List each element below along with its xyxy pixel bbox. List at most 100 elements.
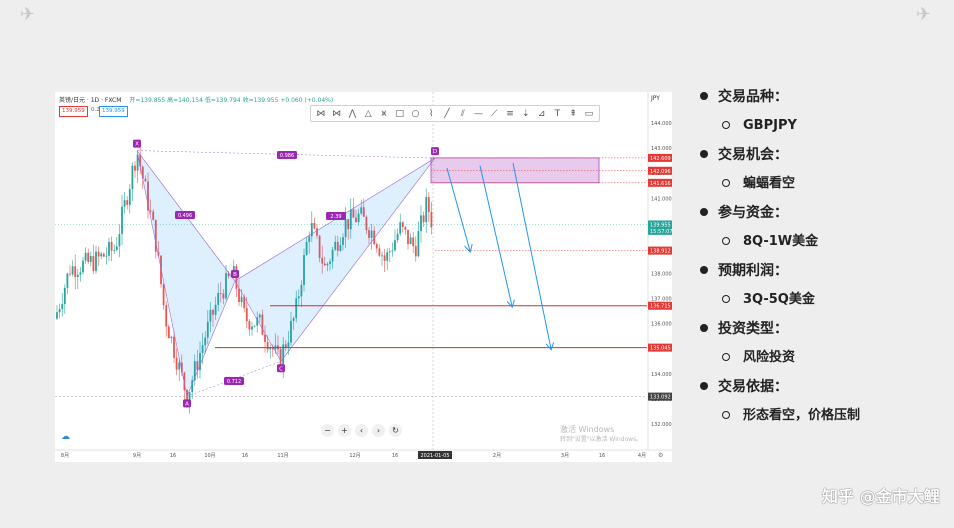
candle-body xyxy=(199,352,201,371)
long-position-icon[interactable]: ⇞ xyxy=(569,108,577,119)
text-icon[interactable]: T xyxy=(554,108,561,119)
time-axis-tick: 16 xyxy=(242,453,248,459)
candle-body xyxy=(355,217,357,223)
candle-body xyxy=(331,249,334,262)
ask-price-box[interactable]: 139.959 xyxy=(99,106,128,117)
chart-header: 英镑/日元 · 1D · FXCM 开=139.855 高=140.154 低=… xyxy=(59,95,333,104)
candle-body xyxy=(126,200,129,205)
candle-body xyxy=(167,326,170,339)
trendline-icon[interactable]: ╱ xyxy=(444,108,450,119)
candlestick-chart[interactable]: 144.000143.000142.000141.000140.000139.0… xyxy=(55,92,672,462)
candle-body xyxy=(162,284,165,306)
candle-body xyxy=(308,236,311,242)
zoom-out-button[interactable]: − xyxy=(321,424,334,437)
pattern-point-badge xyxy=(231,270,239,279)
candle-body xyxy=(206,321,209,338)
rectangle-icon[interactable]: □ xyxy=(395,108,404,119)
summary-title-text: 交易机会： xyxy=(718,147,788,163)
candle-body xyxy=(248,321,251,330)
candle-body xyxy=(404,226,407,230)
price-tag-label: 133.092 xyxy=(650,395,671,401)
reset-chart-button[interactable]: ↻ xyxy=(389,424,402,437)
triangle-pattern-icon[interactable]: △ xyxy=(364,108,372,119)
price-axis-tick: 138.000 xyxy=(651,272,672,278)
ellipse-icon[interactable]: ○ xyxy=(411,108,420,119)
candle-body xyxy=(321,258,324,264)
candle-body xyxy=(212,309,214,315)
bullet-dot-icon xyxy=(700,150,708,158)
candle-body xyxy=(225,273,227,299)
candle-body xyxy=(310,223,313,237)
summary-item-value: GBPJPY xyxy=(722,116,948,135)
time-axis-tick: 2月 xyxy=(493,453,501,459)
candle-body xyxy=(305,241,308,255)
candle-body xyxy=(58,309,61,313)
time-axis-tick: 16 xyxy=(599,453,605,459)
price-tag-label: 136.715 xyxy=(650,304,671,310)
zoom-controls[interactable]: − + ‹ › ↻ xyxy=(321,424,402,437)
ohlc-readout: 开=139.855 高=140.154 低=139.794 收=139.955 … xyxy=(129,97,334,104)
candle-body xyxy=(170,336,173,339)
measure-icon[interactable]: ⊿ xyxy=(537,108,546,119)
extended-line-icon[interactable]: ⟋ xyxy=(491,108,498,119)
candle-body xyxy=(269,347,272,350)
bullet-dot-icon xyxy=(700,266,708,274)
trade-summary-panel: 交易品种： GBPJPY 交易机会： 蝙蝠看空 参与资金： 8Q-1W美金 预期利润： 3Q-… xyxy=(698,86,948,434)
summary-title-text: 交易品种： xyxy=(718,89,788,105)
bid-price-box[interactable]: 139.959 xyxy=(59,106,88,117)
candle-body xyxy=(136,154,139,171)
candle-body xyxy=(336,241,339,251)
scroll-left-button[interactable]: ‹ xyxy=(355,424,368,437)
candle-body xyxy=(258,314,261,318)
brand-watermark: 知乎 @金市大鲤 xyxy=(822,487,940,506)
drawing-toolbar[interactable]: ⋈ ⋈ ⋀ △ ⩙ □ ○ ⌇ ╱ ⫽ — ⟋ ≡ ⇣ ⊿ T ⇞ ▭ xyxy=(310,105,600,122)
summary-value-text: 风险投资 xyxy=(743,350,796,365)
candle-body xyxy=(191,380,194,393)
candle-body xyxy=(115,246,118,251)
candle-body xyxy=(342,237,344,245)
candle-body xyxy=(378,248,381,256)
candle-body xyxy=(154,219,157,252)
price-tag xyxy=(648,153,672,162)
ratio-label: 2.39 xyxy=(330,214,341,220)
candle-body xyxy=(271,347,274,350)
comment-icon[interactable]: ▭ xyxy=(584,108,594,119)
horizontal-line-icon[interactable]: — xyxy=(474,108,484,119)
candle-body xyxy=(290,320,292,343)
scroll-right-button[interactable]: › xyxy=(372,424,385,437)
candle-body xyxy=(71,266,74,275)
vertical-line-icon[interactable]: ⇣ xyxy=(522,108,530,119)
candle-body xyxy=(326,263,329,266)
candle-body xyxy=(391,250,394,252)
summary-item: 交易品种： GBPJPY xyxy=(698,86,948,135)
summary-value-text: 8Q-1W美金 xyxy=(743,234,819,249)
candle-body xyxy=(222,293,225,299)
candle-body xyxy=(147,181,149,211)
candle-body xyxy=(178,362,181,370)
candle-body xyxy=(173,336,175,358)
candle-body xyxy=(370,230,373,238)
summary-item-title: 交易依据： xyxy=(698,376,948,396)
candle-body xyxy=(414,246,417,257)
top-left-decoration: ✈ xyxy=(20,4,36,25)
chart-screenshot[interactable]: 144.000143.000142.000141.000140.000139.0… xyxy=(55,92,672,462)
parallel-channel-icon[interactable]: ⫽ xyxy=(460,108,465,119)
candle-body xyxy=(186,390,188,406)
abcd-pattern-icon[interactable]: ⋀ xyxy=(348,108,357,119)
three-drives-icon[interactable]: ⩙ xyxy=(381,108,387,119)
candle-body xyxy=(110,241,113,251)
zoom-in-button[interactable]: + xyxy=(338,424,351,437)
bullet-ring-icon xyxy=(722,179,730,187)
fib-retracement-icon[interactable]: ≡ xyxy=(506,108,514,119)
bullet-ring-icon xyxy=(722,353,730,361)
summary-item-value: 风险投资 xyxy=(722,348,948,367)
path-icon[interactable]: ⌇ xyxy=(429,108,434,119)
summary-value-text: 3Q-5Q美金 xyxy=(743,292,815,307)
xabcd-pattern-icon[interactable]: ⋈ xyxy=(316,108,326,119)
candle-body xyxy=(396,233,399,241)
price-axis-tick: 137.000 xyxy=(651,297,672,303)
cypher-pattern-icon[interactable]: ⋈ xyxy=(332,108,342,119)
candle-body xyxy=(76,274,79,278)
windows-activation-watermark: 激活 Windows 转到"设置"以激活 Windows。 xyxy=(560,425,642,445)
candle-body xyxy=(84,252,87,261)
